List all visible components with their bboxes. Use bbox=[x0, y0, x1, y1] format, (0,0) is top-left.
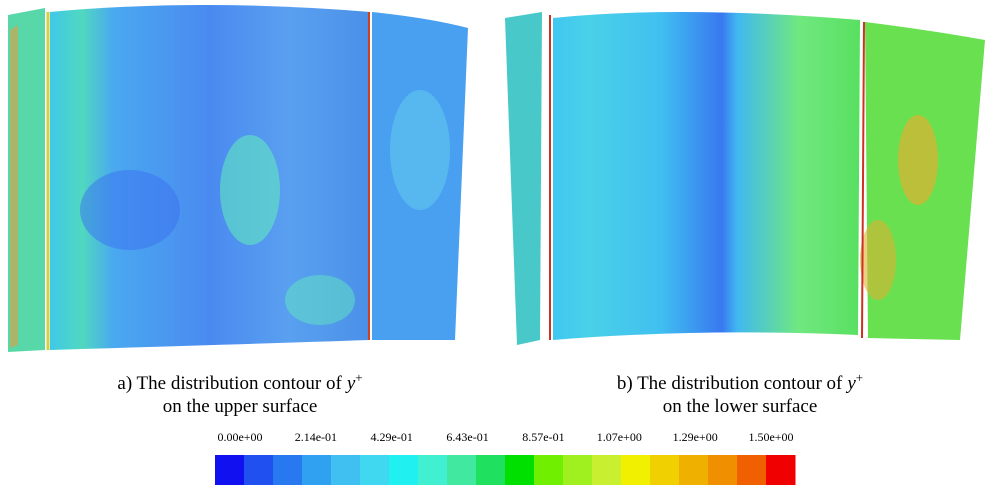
colorbar-swatch bbox=[215, 455, 245, 485]
colorbar-swatch bbox=[302, 455, 332, 485]
colorbar-swatch bbox=[389, 455, 419, 485]
caption-text: a) The distribution contour of bbox=[117, 373, 342, 394]
colorbar-swatch bbox=[331, 455, 361, 485]
colorbar-label: 8.57e-01 bbox=[522, 430, 564, 444]
caption-line: on the upper surface bbox=[163, 396, 318, 417]
caption-superscript: + bbox=[355, 370, 362, 385]
colorbar-swatch bbox=[679, 455, 709, 485]
contour-upper bbox=[8, 5, 468, 352]
colorbar-swatch bbox=[766, 455, 796, 485]
colorbar-label: 0.00e+00 bbox=[217, 430, 262, 444]
caption-text: b) The distribution contour of bbox=[617, 373, 843, 394]
caption-superscript: + bbox=[856, 370, 863, 385]
contour-lower bbox=[505, 11, 985, 345]
colorbar-swatch bbox=[418, 455, 448, 485]
colorbar-swatch bbox=[708, 455, 738, 485]
colorbar-swatch bbox=[360, 455, 390, 485]
colorbar-swatch bbox=[737, 455, 767, 485]
colorbar-swatch bbox=[273, 455, 303, 485]
caption-line: on the lower surface bbox=[663, 396, 818, 417]
colorbar-swatch bbox=[621, 455, 651, 485]
caption: b) The distribution contour of y+ bbox=[617, 370, 863, 394]
colorbar-swatch bbox=[592, 455, 622, 485]
caption-symbol: y bbox=[345, 373, 356, 394]
colorbar-swatch bbox=[505, 455, 535, 485]
colorbar-label: 4.29e-01 bbox=[371, 430, 413, 444]
colorbar-swatch bbox=[563, 455, 593, 485]
caption: a) The distribution contour of y+ bbox=[117, 370, 362, 394]
colorbar-label: 1.29e+00 bbox=[673, 430, 718, 444]
colorbar-label: 1.07e+00 bbox=[597, 430, 642, 444]
colorbar-swatch bbox=[534, 455, 564, 485]
caption-symbol: y bbox=[845, 373, 856, 394]
colorbar-label: 2.14e-01 bbox=[295, 430, 337, 444]
colorbar-swatch bbox=[447, 455, 477, 485]
colorbar-label: 1.50e+00 bbox=[748, 430, 793, 444]
colorbar-swatch bbox=[476, 455, 506, 485]
colorbar-swatch bbox=[244, 455, 274, 485]
colorbar-label: 6.43e-01 bbox=[446, 430, 488, 444]
colorbar-swatch bbox=[650, 455, 680, 485]
